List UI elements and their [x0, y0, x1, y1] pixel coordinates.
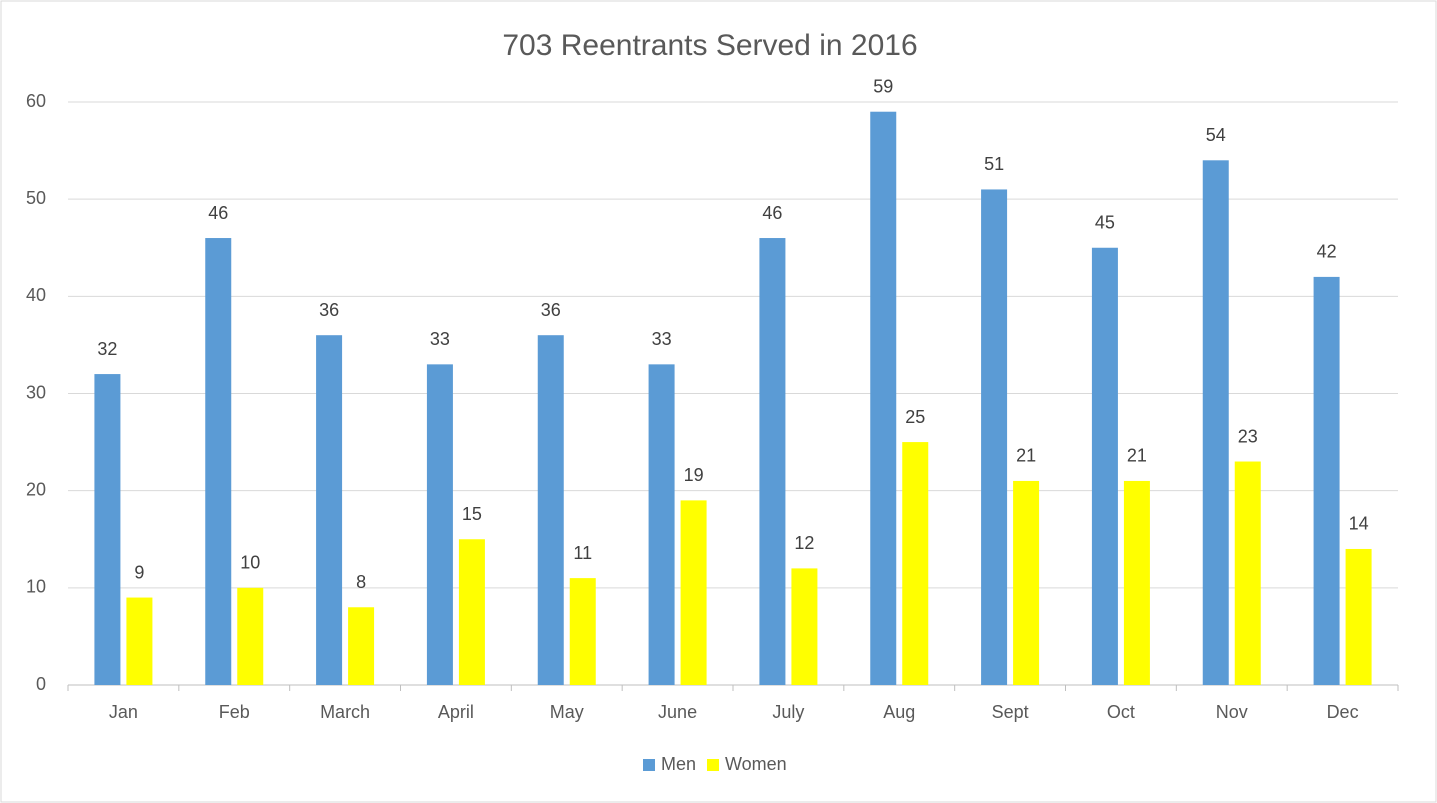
x-tick-label: Nov	[1216, 702, 1248, 722]
bar	[1123, 480, 1150, 685]
bar	[1234, 461, 1261, 685]
bar	[426, 364, 453, 685]
data-label: 33	[652, 329, 672, 349]
bar	[759, 238, 786, 686]
bar	[316, 335, 343, 685]
data-label: 45	[1095, 213, 1115, 233]
x-tick-label: Jan	[109, 702, 138, 722]
data-label: 19	[684, 465, 704, 485]
legend-swatch	[643, 759, 655, 771]
legend-label: Women	[725, 754, 787, 774]
y-tick-label: 40	[26, 285, 46, 305]
data-label: 11	[573, 543, 592, 563]
data-label: 46	[208, 203, 228, 223]
data-label: 33	[430, 329, 450, 349]
data-label: 59	[873, 76, 893, 96]
data-label: 14	[1349, 514, 1369, 534]
bar	[791, 568, 818, 685]
legend-swatch	[707, 759, 719, 771]
data-label: 36	[319, 300, 339, 320]
data-label: 12	[794, 533, 814, 553]
data-label: 23	[1238, 426, 1258, 446]
x-tick-label: Sept	[992, 702, 1029, 722]
data-label: 32	[97, 339, 117, 359]
bar	[981, 189, 1008, 685]
y-tick-label: 20	[26, 479, 46, 499]
y-tick-label: 0	[36, 674, 46, 694]
bar	[1202, 160, 1229, 686]
data-label: 42	[1317, 242, 1337, 262]
data-label: 10	[240, 553, 260, 573]
x-tick-label: Oct	[1107, 702, 1135, 722]
data-label: 9	[134, 562, 144, 582]
x-tick-label: March	[320, 702, 370, 722]
legend-label: Men	[661, 754, 696, 774]
data-label: 46	[762, 203, 782, 223]
x-tick-label: June	[658, 702, 697, 722]
bar	[237, 587, 264, 685]
x-tick-label: Aug	[883, 702, 915, 722]
data-label: 36	[541, 300, 561, 320]
bar	[205, 238, 232, 686]
bar	[680, 500, 707, 685]
x-tick-label: May	[550, 702, 584, 722]
bar	[1345, 548, 1372, 685]
bar	[902, 442, 929, 685]
x-tick-label: Dec	[1327, 702, 1359, 722]
bar	[648, 364, 675, 685]
bar	[870, 111, 897, 685]
chart-title: 703 Reentrants Served in 2016	[502, 29, 917, 62]
bar	[1013, 480, 1040, 685]
y-tick-label: 60	[26, 91, 46, 111]
x-tick-label: April	[438, 702, 474, 722]
data-label: 54	[1206, 125, 1226, 145]
data-label: 25	[905, 407, 925, 427]
bar	[1313, 276, 1340, 685]
x-tick-label: July	[772, 702, 804, 722]
bar	[94, 374, 121, 685]
bar	[126, 597, 153, 685]
y-tick-label: 50	[26, 188, 46, 208]
data-label: 15	[462, 504, 482, 524]
y-tick-label: 10	[26, 577, 46, 597]
bar	[569, 578, 596, 685]
bar	[537, 335, 564, 685]
data-label: 21	[1016, 446, 1036, 466]
bar	[1091, 247, 1118, 685]
bar	[458, 539, 485, 685]
bar	[348, 607, 375, 685]
data-label: 21	[1127, 446, 1147, 466]
data-label: 8	[356, 572, 366, 592]
y-tick-label: 30	[26, 382, 46, 402]
data-label: 51	[984, 154, 1004, 174]
x-tick-label: Feb	[219, 702, 250, 722]
